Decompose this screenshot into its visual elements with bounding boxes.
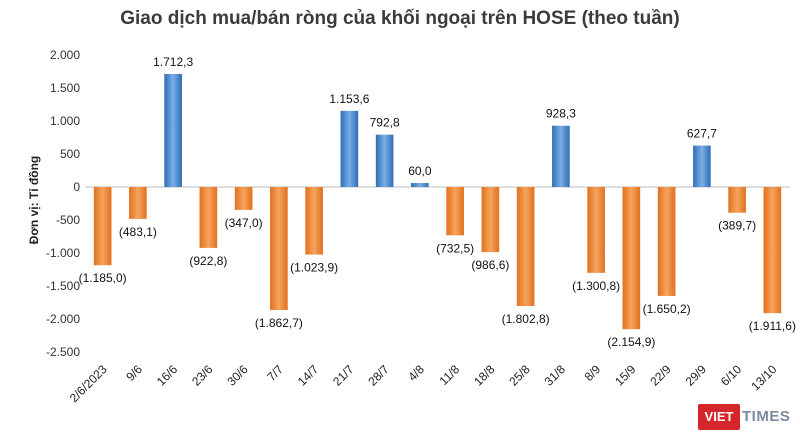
bar xyxy=(516,187,535,306)
logo-part-viet: VIET xyxy=(698,404,740,430)
x-tick-label: 18/8 xyxy=(471,362,498,389)
x-tick-label: 16/6 xyxy=(154,362,181,389)
y-tick-label: -2.500 xyxy=(46,345,80,359)
x-tick-label: 8/9 xyxy=(582,362,604,384)
data-label: (389,7) xyxy=(718,219,756,233)
data-label: (1.802,8) xyxy=(502,312,550,326)
bars xyxy=(93,73,782,330)
chart-title: Giao dịch mua/bán ròng của khối ngoại tr… xyxy=(120,8,680,29)
y-tick-label: -1.000 xyxy=(46,246,80,260)
bar xyxy=(234,187,253,210)
data-label: (347,0) xyxy=(225,216,263,230)
bar xyxy=(164,73,182,187)
data-label: (1.911,6) xyxy=(749,319,796,333)
y-tick-label: -2.000 xyxy=(46,312,80,326)
bar xyxy=(199,187,218,248)
x-tick-label: 15/9 xyxy=(612,362,639,389)
data-label: 792,8 xyxy=(370,116,400,130)
bar xyxy=(411,183,429,187)
bar xyxy=(446,187,464,236)
x-tick-label: 28/7 xyxy=(365,362,392,389)
data-label: (483,1) xyxy=(119,225,157,239)
x-tick-label: 31/8 xyxy=(542,362,569,389)
x-tick-label: 14/7 xyxy=(295,362,322,389)
x-tick-label: 23/6 xyxy=(189,362,216,389)
viettimes-logo: VIET TIMES xyxy=(698,404,794,430)
bar xyxy=(728,187,746,213)
x-tick-label: 30/6 xyxy=(224,362,251,389)
x-tick-label: 7/7 xyxy=(264,362,286,384)
bar xyxy=(552,125,570,187)
y-tick-label: 1.000 xyxy=(50,114,80,128)
data-label: (2.154,9) xyxy=(607,335,655,349)
y-axis-ticks: 2.000 1.500 1.000 500 0 -500 -1.000 -1.500 -2.00… xyxy=(46,48,80,359)
x-axis-ticks: 2/6/2023 9/6 16/6 23/6 30/6 7/7 14/7 21/7 28/7 4/… xyxy=(67,362,780,405)
x-tick-label: 25/8 xyxy=(506,362,533,389)
data-label: (1.300,8) xyxy=(572,279,620,293)
data-label: 627,7 xyxy=(687,127,717,141)
logo-part-times: TIMES xyxy=(742,408,791,425)
x-tick-label: 2/6/2023 xyxy=(67,362,110,405)
x-tick-label: 11/8 xyxy=(436,362,462,388)
y-tick-label: -1.500 xyxy=(46,279,80,293)
x-tick-label: 21/7 xyxy=(330,362,357,389)
x-tick-label: 9/6 xyxy=(123,362,145,384)
bar xyxy=(657,187,676,296)
bar xyxy=(93,187,112,266)
data-label: 1.712,3 xyxy=(153,55,193,69)
x-tick-label: 13/10 xyxy=(748,362,779,393)
bar xyxy=(481,187,500,253)
x-tick-label: 29/9 xyxy=(683,362,710,389)
data-label: 1.153,6 xyxy=(329,92,369,106)
bar xyxy=(340,110,359,187)
y-tick-label: 500 xyxy=(60,147,80,161)
y-tick-label: 1.500 xyxy=(50,81,80,95)
data-label: (732,5) xyxy=(436,241,474,255)
bar xyxy=(693,145,711,187)
bar xyxy=(375,134,394,187)
y-tick-label: -500 xyxy=(56,213,80,227)
y-axis-title: Đơn vị: Tỉ đồng xyxy=(27,156,41,245)
data-label: (1.185,0) xyxy=(79,271,127,285)
data-label: (1.023,9) xyxy=(290,261,338,275)
bar xyxy=(587,187,605,273)
data-label: 60,0 xyxy=(408,164,432,178)
y-tick-label: 2.000 xyxy=(50,48,80,62)
bar xyxy=(305,187,323,255)
x-tick-label: 4/8 xyxy=(405,362,427,384)
value-labels: (1.185,0) (483,1) 1.712,3 (922,8) (347,0) (1.… xyxy=(79,55,796,349)
y-axis-title-group: Đơn vị: Tỉ đồng xyxy=(27,156,41,245)
bar xyxy=(129,187,147,219)
data-label: (1.650,2) xyxy=(643,302,691,316)
bar xyxy=(622,187,641,330)
data-label: (1.862,7) xyxy=(255,316,303,330)
data-label: (922,8) xyxy=(189,254,227,268)
data-label: (986,6) xyxy=(471,258,509,272)
x-tick-label: 22/9 xyxy=(647,362,674,389)
data-label: 928,3 xyxy=(546,107,576,121)
y-tick-label: 0 xyxy=(73,180,80,194)
bar xyxy=(763,187,782,314)
bar xyxy=(270,187,288,310)
x-tick-label: 6/10 xyxy=(718,362,745,389)
